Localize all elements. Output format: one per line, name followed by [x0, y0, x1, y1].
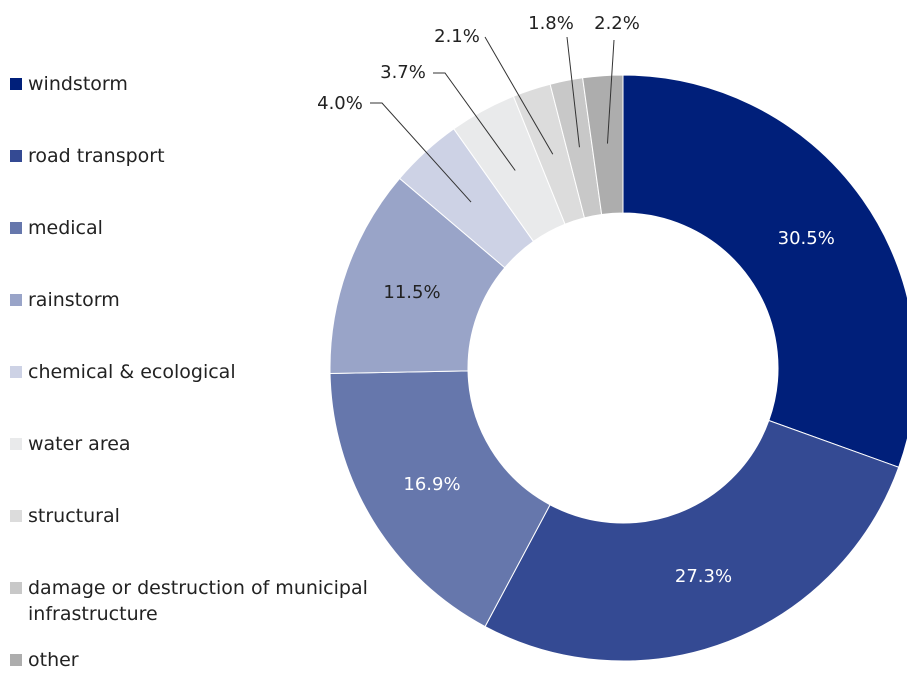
- legend-item: road transport: [10, 143, 378, 169]
- data-label: 2.1%: [434, 26, 480, 47]
- donut-segment: [484, 419, 900, 662]
- data-label: 4.0%: [317, 93, 363, 114]
- legend-label: rainstorm: [28, 289, 120, 311]
- legend-swatch: [10, 582, 22, 594]
- legend-label: other: [28, 649, 79, 671]
- donut-segment: [329, 370, 551, 628]
- legend-label: road transport: [28, 145, 165, 167]
- legend-item: other: [10, 647, 378, 673]
- legend-swatch: [10, 366, 22, 378]
- donut-segment: [582, 74, 624, 216]
- legend-item: windstorm: [10, 71, 378, 97]
- legend-swatch: [10, 510, 22, 522]
- legend-item: rainstorm: [10, 287, 378, 313]
- data-label: 11.5%: [383, 282, 440, 303]
- leader-line: [566, 36, 580, 148]
- legend-label: chemical & ecological: [28, 361, 236, 383]
- data-label: 3.7%: [380, 62, 426, 83]
- donut-segment: [622, 74, 907, 468]
- legend-label: medical: [28, 217, 103, 239]
- legend-item: medical: [10, 215, 378, 241]
- legend-item: structural: [10, 503, 378, 529]
- legend-item: water area: [10, 431, 378, 457]
- legend-item: chemical & ecological: [10, 359, 378, 385]
- legend-swatch: [10, 438, 22, 450]
- legend-label: structural: [28, 505, 120, 527]
- legend-label: windstorm: [28, 73, 128, 95]
- leader-line: [433, 72, 516, 171]
- leader-line: [370, 102, 472, 203]
- data-label: 27.3%: [675, 566, 732, 587]
- legend-label: damage or destruction of municipal infra…: [28, 577, 368, 625]
- legend-swatch: [10, 222, 22, 234]
- legend-swatch: [10, 78, 22, 90]
- data-label: 30.5%: [778, 228, 835, 249]
- data-label: 2.2%: [594, 13, 640, 34]
- legend-swatch: [10, 294, 22, 306]
- legend-swatch: [10, 654, 22, 666]
- leader-line: [606, 39, 615, 144]
- legend-swatch: [10, 150, 22, 162]
- data-label: 16.9%: [403, 474, 460, 495]
- legend-item: damage or destruction of municipal infra…: [10, 575, 378, 627]
- data-label: 1.8%: [528, 13, 574, 34]
- leader-line: [484, 36, 554, 155]
- legend-label: water area: [28, 433, 131, 455]
